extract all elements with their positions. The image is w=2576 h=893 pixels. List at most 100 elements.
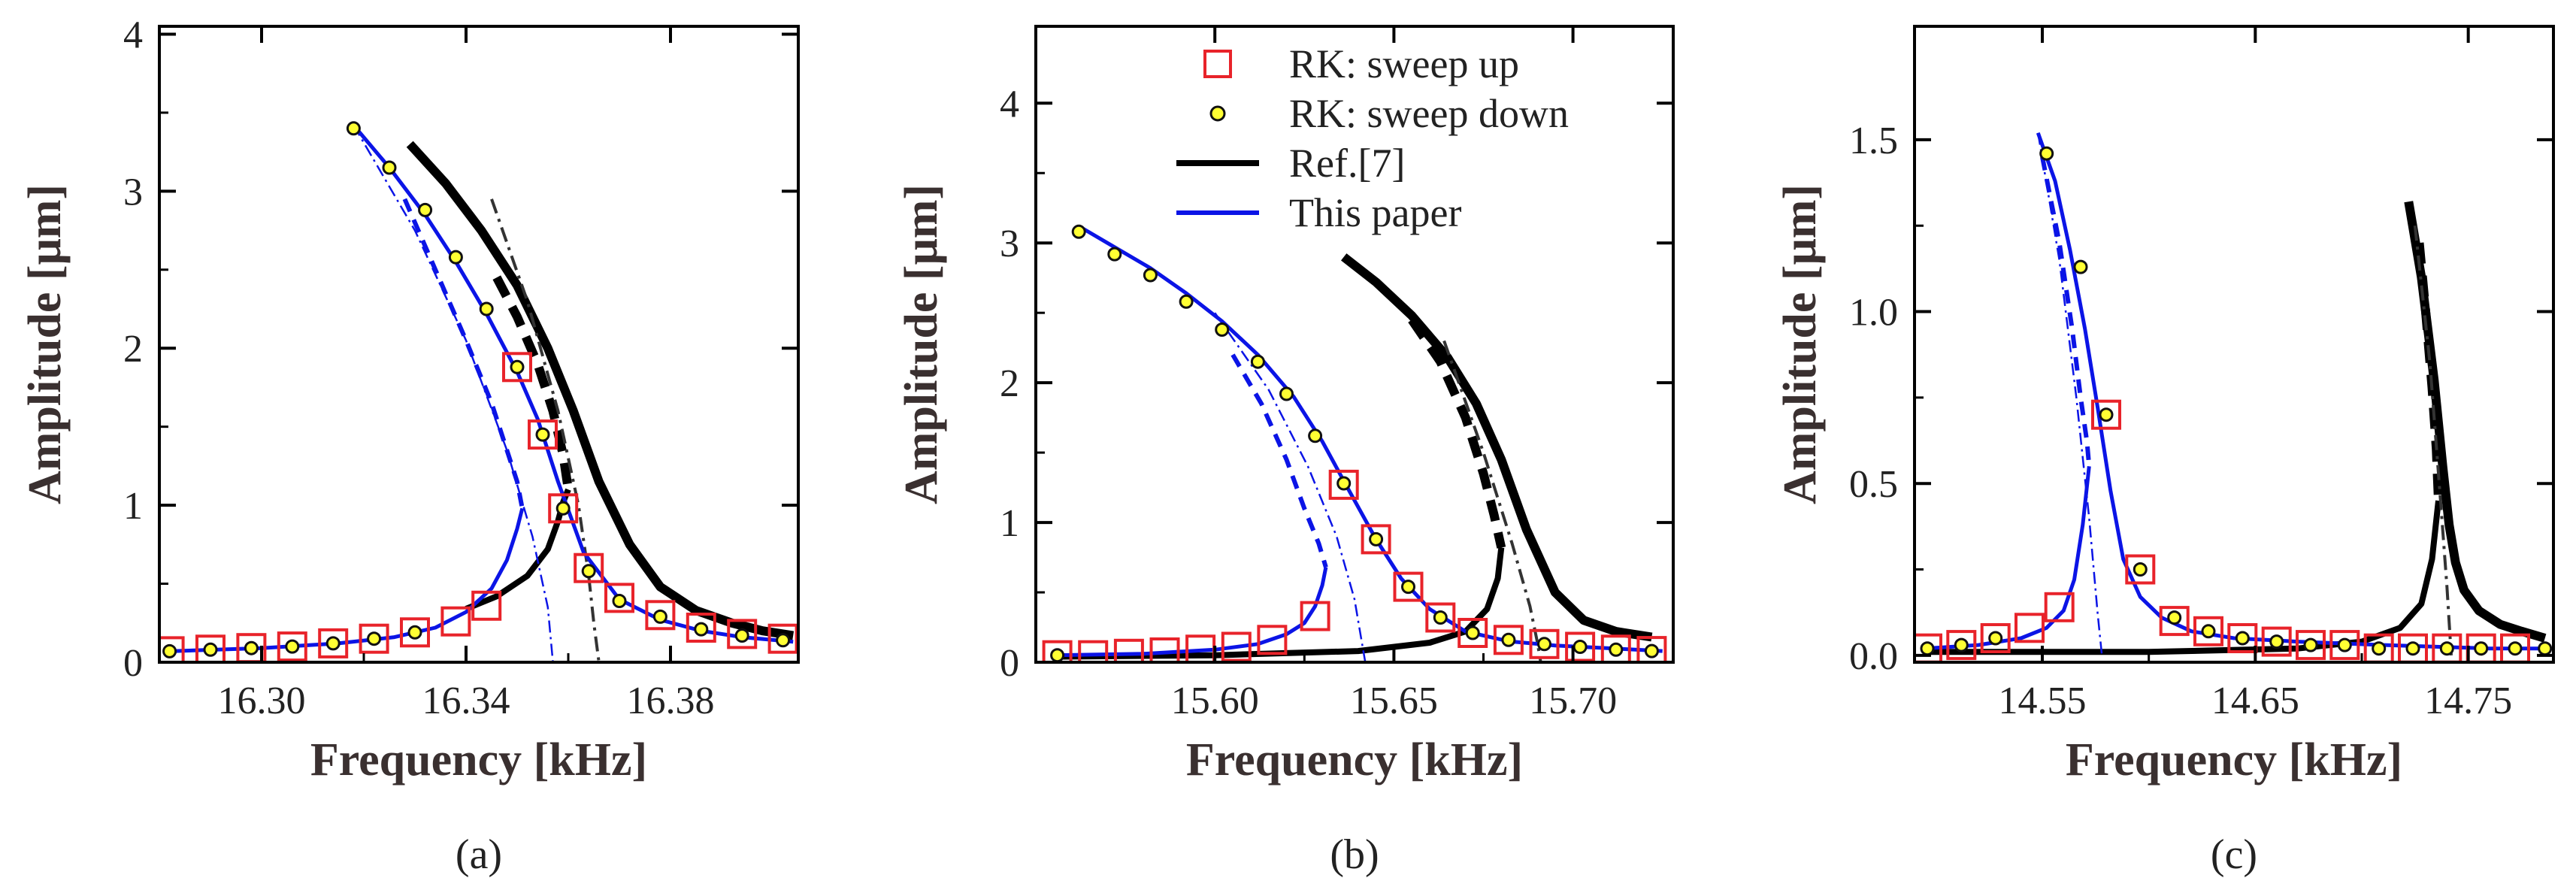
plot-area [159,121,798,662]
series-line-this-paper-backbone [1214,312,1367,662]
rk-sweep-up-point [1300,601,1330,631]
rk-sweep-down-point [1050,648,1065,662]
series-line-ref-7-stable-branch [406,141,795,640]
y-tick-label: 0 [1000,642,1019,685]
legend: RK: sweep up RK: sweep down Ref.[7]This pa… [1176,41,1569,235]
rk-sweep-up-point [2227,623,2258,653]
rk-sweep-up-point [2329,630,2360,661]
x-tick-label: 14.65 [2211,680,2299,722]
series-line-ref-7-backbone [2413,225,2453,656]
axes-frame [1913,25,2555,664]
rk-sweep-down-point [407,625,422,640]
y-tick-label: 4 [123,14,143,56]
rk-sweep-up-point [1221,631,1252,662]
series-line-this-paper-stable [1077,224,1663,653]
y-axis-title: Amplitude [μm] [896,184,947,504]
rk-sweep-down-point [162,643,177,658]
chart-panels: 16.30 16.34 16.38 0 1 2 3 4 Frequency [kHz] Ampli… [20,14,2555,878]
series-line-this-paper-stable [2036,132,2545,651]
legend-item-3: Ref.[7] [1176,141,1405,186]
y-tick-label: 3 [1000,222,1019,265]
rk-sweep-down-point [2405,641,2420,656]
rk-sweep-down-point [1609,642,1624,657]
x-tick-label: 16.30 [218,680,306,722]
rk-sweep-down-point [1215,322,1230,337]
legend-label: Ref.[7] [1289,141,1405,186]
rk-sweep-up-point [1493,625,1524,655]
rk-sweep-down-point [2337,637,2352,652]
rk-sweep-up-point [727,619,758,649]
x-tick-label: 15.70 [1529,680,1617,722]
rk-sweep-down-point [1644,643,1659,658]
legend-label: RK: sweep down [1289,91,1569,136]
rk-sweep-down-point [1369,531,1384,546]
rk-sweep-down-point [1071,224,1086,239]
rk-sweep-up-point [1425,602,1456,633]
series-line-ref-7-lower-branch [1053,547,1505,660]
rk-sweep-down-point [2235,631,2250,646]
rk-sweep-up-point [359,623,389,654]
rk-sweep-up-point [1113,638,1144,662]
y-axis-title: Amplitude [μm] [20,184,71,504]
y-tick-label: 0.5 [1849,463,1898,506]
rk-sweep-down-point [510,359,525,374]
x-tick-label: 16.38 [627,680,715,722]
rk-sweep-up-point [1393,571,1424,602]
series-line-this-paper-backbone [353,124,554,662]
panel-label: (b) [1330,831,1379,878]
y-tick-label: 1 [1000,502,1019,545]
series-line-ref-7-lower-branch [1925,500,2441,655]
x-tick-label: 15.65 [1350,680,1438,722]
rk-sweep-up-point [502,352,532,383]
rk-sweep-down-point [2303,637,2318,652]
rk-sweep-down-point [2133,562,2148,577]
x-tick-label: 16.34 [422,680,510,722]
y-tick-label: 4 [1000,83,1019,126]
plot-area [1042,224,1667,662]
rk-sweep-down-point [1279,386,1294,401]
rk-sweep-up-point [2091,399,2121,430]
rk-sweep-up-point [195,634,226,662]
legend-item-2: RK: sweep down [1209,91,1569,136]
rk-sweep-up-point [645,600,676,631]
rk-sweep-down-point [2269,634,2284,649]
y-tick-label: 0 [123,642,143,685]
series-line-ref-7-stable-branch [1341,253,1653,642]
x-tick-label: 14.55 [1999,680,2087,722]
rk-sweep-down-point [776,633,791,648]
rk-sweep-down-point [1465,625,1480,640]
rk-sweep-up-point [1980,623,2011,653]
x-axis-title: Frequency [kHz] [2066,734,2402,786]
rk-sweep-down-point [367,631,382,646]
panel-label: (a) [456,831,502,878]
rk-sweep-up-point [686,613,716,643]
series-line-ref-7-unstable [492,275,573,491]
rk-sweep-down-point [244,640,259,655]
x-tick-label: 15.60 [1171,680,1259,722]
panel-c: 14.55 14.65 14.75 0.0 0.5 1.0 1.5 Frequency [kH… [1775,25,2555,878]
rk-sweep-down-point [346,121,361,136]
rk-sweep-down-point [2201,624,2216,639]
panel-label: (c) [2211,831,2257,878]
legend-label: RK: sweep up [1289,41,1519,86]
rk-sweep-up-point [440,606,471,637]
y-tick-label: 2 [1000,362,1019,405]
rk-sweep-down-point [1401,580,1415,595]
rk-sweep-up-point [277,631,307,662]
legend-square-marker [1203,50,1232,78]
rk-sweep-down-point [535,427,550,442]
rk-sweep-down-point [2073,259,2088,274]
rk-sweep-down-point [2538,641,2553,656]
rk-sweep-up-point [2296,630,2326,661]
rk-sweep-down-point [2372,641,2387,656]
rk-sweep-up-point [1946,630,1977,661]
rk-sweep-down-point [2439,641,2454,656]
rk-sweep-up-point [2125,554,2156,585]
series-line-ref-7-unstable [1408,317,1506,549]
rk-sweep-down-point [418,202,433,217]
rk-sweep-down-point [1433,610,1448,625]
legend-circle-marker [1209,105,1226,122]
rk-sweep-up-point [2193,616,2223,646]
rk-sweep-up-point [2261,626,2292,657]
